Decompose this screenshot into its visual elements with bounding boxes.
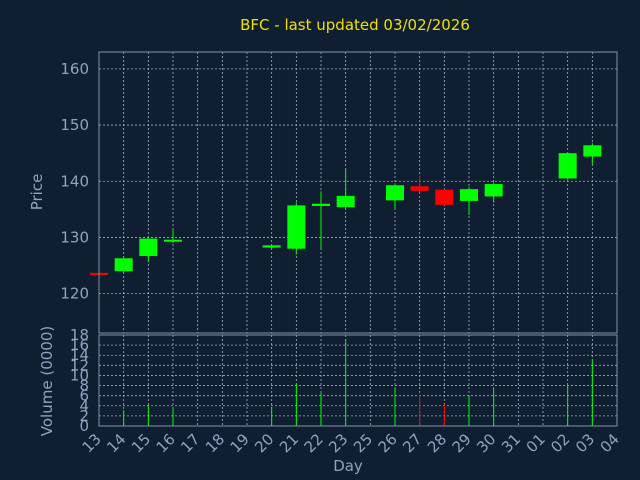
candle-body (139, 238, 158, 257)
price-tick-label: 130 (60, 228, 89, 246)
x-tick-label: 16 (153, 430, 179, 456)
price-axis-label: Price (28, 174, 46, 211)
volume-tick-label: 0 (79, 417, 89, 435)
volume-tick-label: 6 (79, 387, 89, 405)
x-tick-label: 17 (177, 430, 203, 456)
x-tick-label: 19 (227, 430, 253, 456)
x-tick-label: 01 (523, 430, 549, 456)
volume-panel-frame (98, 334, 618, 427)
candle-body (435, 189, 454, 205)
x-tick-label: 28 (424, 430, 450, 456)
volume-tick-label: 4 (79, 397, 89, 415)
x-tick-label: 30 (473, 430, 499, 456)
volume-tick-label: 16 (70, 336, 89, 354)
candle-body (287, 205, 306, 249)
x-tick-label: 18 (202, 430, 228, 456)
candle-body (558, 153, 577, 179)
x-axis-label: Day (333, 457, 363, 475)
price-tick-label: 120 (60, 285, 89, 303)
x-tick-label: 23 (325, 430, 351, 456)
x-tick-label: 14 (103, 430, 129, 456)
candles-layer (90, 143, 602, 275)
x-tick-label: 29 (449, 430, 475, 456)
x-tick-label: 22 (301, 430, 327, 456)
candle-body (114, 258, 133, 272)
price-panel-frame (98, 51, 618, 334)
chart-title: BFC - last updated 03/02/2026 (240, 16, 470, 34)
x-tick-label: 25 (350, 430, 376, 456)
volume-tick-label: 18 (70, 326, 89, 344)
x-tick-label: 15 (128, 430, 154, 456)
volume-tick-label: 14 (70, 346, 89, 364)
volume-tick-label: 2 (79, 407, 89, 425)
volume-layer (98, 339, 593, 426)
candle-body (262, 245, 281, 248)
x-tick-label: 21 (276, 430, 302, 456)
price-tick-label: 140 (60, 172, 89, 190)
candle-body (336, 195, 355, 208)
price-tick-label: 160 (60, 60, 89, 78)
candle-body (484, 184, 503, 197)
price-tick-label: 150 (60, 116, 89, 134)
candle-body (410, 186, 429, 191)
candle-body (460, 189, 478, 201)
x-tick-label: 31 (498, 430, 524, 456)
tick-labels: 1314151617181920212223252627282930310102… (60, 60, 622, 456)
x-tick-label: 20 (251, 430, 277, 456)
candle-body (386, 185, 404, 201)
volume-tick-label: 12 (70, 356, 89, 374)
candle-body (164, 239, 182, 242)
grid-layer (99, 52, 617, 427)
candle-body (583, 145, 602, 157)
x-tick-label: 26 (375, 430, 401, 456)
volume-tick-label: 10 (70, 366, 89, 384)
x-tick-label: 03 (572, 430, 598, 456)
volume-tick-label: 8 (79, 377, 89, 395)
x-tick-label: 27 (399, 430, 425, 456)
volume-axis-label: Volume (0000) (38, 326, 56, 436)
x-tick-label: 02 (547, 430, 573, 456)
candle-body (312, 203, 330, 206)
x-tick-label: 04 (597, 430, 623, 456)
